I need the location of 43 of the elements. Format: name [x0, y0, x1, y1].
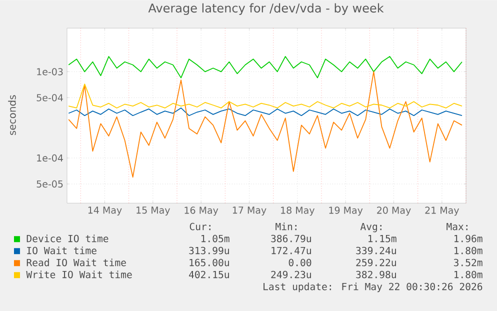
- text: Avg:: [360, 222, 382, 232]
- text: 339.24u: [356, 246, 396, 254]
- text: Last update: Fri May 22 00:30:26 2026: [264, 282, 482, 292]
- text: 1.05m: [201, 234, 230, 242]
- x-tick-label: 14 May: [88, 206, 122, 216]
- text: 172.47u: [272, 246, 311, 254]
- legend-label: Device IO time: [26, 234, 108, 242]
- text: 0.00: [288, 258, 312, 266]
- legend-label: Read IO Wait time: [26, 258, 126, 266]
- line-series: [68, 56, 462, 78]
- text: 1.15m: [368, 234, 396, 242]
- y-tick-label: 1e-04: [37, 154, 63, 162]
- y-tick-label: 1e-03: [37, 68, 63, 76]
- x-tick-label: 20 May: [377, 206, 411, 216]
- x-tick-label: 17 May: [232, 206, 266, 216]
- line-series: [68, 71, 462, 178]
- y-tick-label: 5e-05: [36, 180, 63, 188]
- text: Min:: [276, 222, 296, 230]
- text: 259.22u: [356, 258, 396, 266]
- text: 402.15u: [188, 270, 229, 278]
- text: 386.79u: [271, 234, 311, 242]
- x-tick-label: 15 May: [136, 206, 170, 216]
- x-tick-label: 21 May: [425, 206, 460, 216]
- text: Max:: [446, 222, 468, 230]
- text: 382.98u: [356, 270, 396, 278]
- y-tick-label: 5e-04: [36, 94, 63, 102]
- text: Cur:: [190, 222, 210, 230]
- text: 249.23u: [271, 270, 311, 278]
- text: 1.96m: [454, 234, 482, 242]
- y-axis-title: seconds: [8, 95, 16, 135]
- line-series: [68, 84, 462, 108]
- text: 1.80m: [454, 270, 482, 278]
- x-tick-label: 16 May: [184, 206, 218, 216]
- line-series: [68, 107, 462, 116]
- legend-label: IO Wait time: [27, 246, 96, 254]
- text: 165.00u: [190, 258, 229, 266]
- legend-label: Write IO Wait time: [26, 270, 132, 278]
- text: 3.52m: [454, 258, 482, 266]
- x-tick-label: 18 May: [281, 206, 314, 216]
- x-tick-label: 19 May: [329, 206, 363, 216]
- text: 1.80m: [454, 246, 482, 254]
- text: 313.99u: [189, 246, 229, 254]
- chart-title: Average latency for /dev/vda - by week: [148, 3, 384, 15]
